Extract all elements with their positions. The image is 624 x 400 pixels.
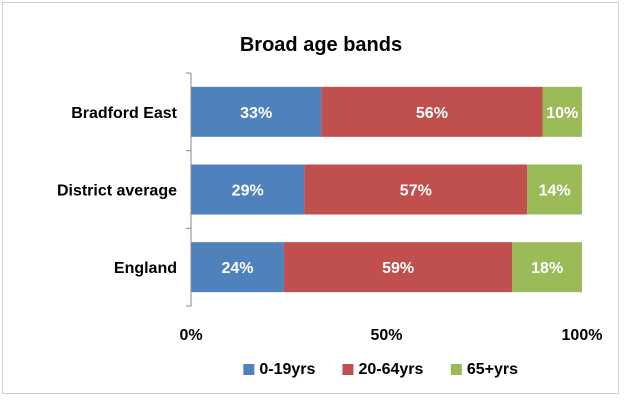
legend-swatch bbox=[243, 364, 255, 375]
bar-65-yrs-bradford-east bbox=[542, 86, 582, 137]
bar-65-yrs-district-average bbox=[527, 164, 582, 215]
x-tick-label: 0% bbox=[179, 327, 202, 344]
legend-label: 65+yrs bbox=[467, 361, 518, 378]
bars-layer: 33% 56% 10% 29% 57% 14% 24% 59% 18% bbox=[191, 86, 582, 293]
data-label: 18% bbox=[531, 260, 563, 277]
category-label: England bbox=[114, 260, 177, 277]
data-label: 14% bbox=[539, 183, 571, 200]
bar-20-64yrs-district-average bbox=[304, 164, 528, 215]
bar-0-19yrs-district-average bbox=[191, 164, 305, 215]
data-label: 29% bbox=[232, 183, 264, 200]
bar-65-yrs-england bbox=[512, 242, 582, 293]
data-label: 24% bbox=[221, 260, 253, 277]
x-tick-label: 100% bbox=[562, 327, 603, 344]
chart-title: Broad age bands bbox=[240, 34, 402, 56]
bar-0-19yrs-england bbox=[191, 242, 284, 293]
data-label: 57% bbox=[400, 183, 432, 200]
data-label: 56% bbox=[416, 105, 448, 122]
data-label: 59% bbox=[382, 260, 414, 277]
bar-20-64yrs-bradford-east bbox=[321, 86, 543, 137]
legend-swatch bbox=[450, 364, 462, 375]
legend-swatch bbox=[342, 364, 354, 375]
data-label: 33% bbox=[240, 105, 272, 122]
legend-label: 0-19yrs bbox=[259, 361, 315, 378]
data-label: 10% bbox=[546, 105, 578, 122]
bar-20-64yrs-england bbox=[283, 242, 513, 293]
legend: 0-19yrs 20-64yrs 65+yrs bbox=[243, 361, 518, 378]
category-label: Bradford East bbox=[71, 105, 177, 122]
bar-0-19yrs-bradford-east bbox=[191, 86, 322, 137]
legend-label: 20-64yrs bbox=[358, 361, 423, 378]
chart-frame: Broad age bands 33% 56% 10% 29% 57% 14% 24% 59%… bbox=[2, 2, 619, 394]
stacked-bar-chart: Broad age bands 33% 56% 10% 29% 57% 14% 24% 59%… bbox=[57, 34, 603, 378]
category-label: District average bbox=[57, 183, 177, 200]
axis-layer: Bradford East District average England 0% 50… bbox=[57, 72, 603, 344]
x-tick-label: 50% bbox=[370, 327, 402, 344]
